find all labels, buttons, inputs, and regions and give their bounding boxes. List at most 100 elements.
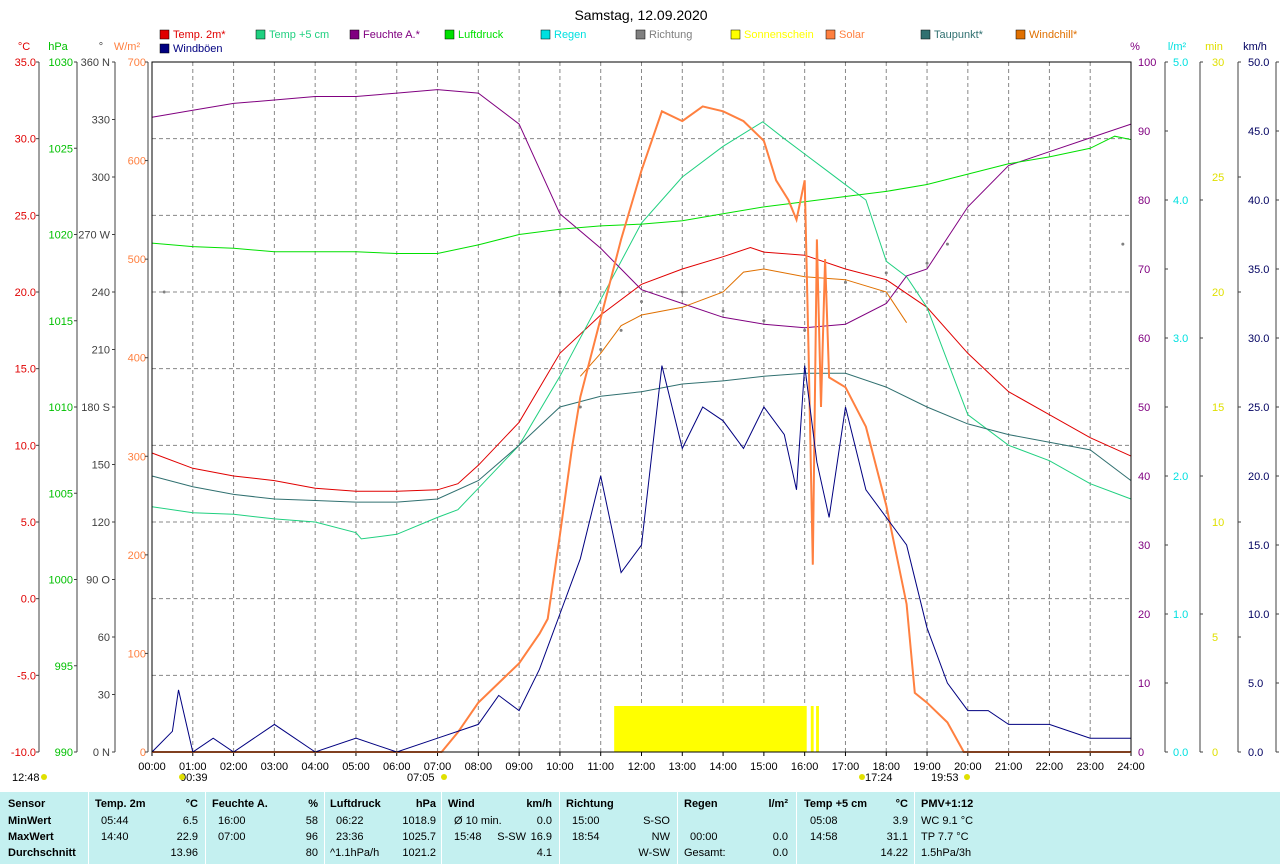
stats-cell: 00:00 [690,831,718,843]
legend-swatch [159,29,170,40]
stats-header-dir: Richtung [566,798,614,810]
stats-cell: 6.5 [182,815,198,827]
legend-swatch [920,29,931,40]
y-tick-label: 10.0 [1248,609,1269,621]
direction-point [640,300,643,304]
stats-cell: S-SW [497,831,526,843]
y-axis-unit: % [1130,41,1140,53]
stats-cell: 15:48 [454,831,482,843]
sun-icon [441,774,447,780]
y-tick-label: 10.0 [15,440,36,452]
stats-row-label: MinWert [8,815,52,827]
x-tick-label: 08:00 [465,761,493,773]
stats-header-temp2m-unit: °C [185,798,198,810]
y-tick-label: 270 W [78,230,110,242]
y-axis-unit: °C [18,41,30,53]
y-tick-label: 5 [1212,632,1218,644]
y-tick-label: 15 [1212,402,1224,414]
y-tick-label: 30.0 [1248,333,1269,345]
y-tick-label: 45.0 [1248,126,1269,138]
legend-label: Windchill* [1029,29,1078,41]
stats-cell: Ø 10 min. [454,815,502,827]
legend-swatch [825,29,836,40]
y-tick-label: 100 [128,648,146,660]
stats-header-pmv: PMV+1:12 [921,798,974,810]
x-tick-label: 17:00 [832,761,860,773]
x-tick-label: 13:00 [669,761,697,773]
x-tick-label: 12:00 [628,761,656,773]
y-tick-label: 50 [1138,402,1150,414]
x-tick-label: 18:00 [872,761,900,773]
stats-cell: 1.5hPa/3h [921,847,972,859]
y-tick-label: 330 [92,115,110,127]
grid [152,62,1131,752]
legend-label: Temp. 2m* [173,29,226,41]
legend-label: Richtung [649,29,692,41]
y-tick-label: 300 [128,451,146,463]
y-tick-label: 0 [140,747,146,759]
series-line-windchill [579,268,908,377]
stats-separator [796,792,797,864]
y-tick-label: 0.0 [1173,747,1188,759]
y-tick-label: 0.0 [1248,747,1263,759]
y-tick-label: 360 N [81,57,110,69]
y-tick-label: 1.0 [1173,609,1188,621]
x-tick-label: 10:00 [546,761,574,773]
y-tick-label: 150 [92,460,110,472]
y-tick-label: 1005 [49,488,73,500]
direction-point [680,290,684,294]
y-axis-unit: hPa [48,41,68,53]
stats-cell: 1018.9 [402,815,436,827]
stats-cell: W-SW [638,847,670,859]
sunshine-bar [810,706,814,752]
stats-cell: 18:54 [572,831,600,843]
y-tick-label: 30.0 [15,134,36,146]
stats-cell: 16.9 [530,831,552,843]
y-tick-label: 3.0 [1173,333,1188,345]
time-marker-label: 12:48 [12,772,40,784]
x-tick-label: 15:00 [750,761,778,773]
plot-frame [151,61,1132,753]
y-tick-label: 90 [1138,126,1150,138]
y-tick-label: 30 [1212,57,1224,69]
x-tick-label: 04:00 [301,761,329,773]
chart-title: Samstag, 12.09.2020 [574,7,707,23]
legend-swatch [635,29,646,40]
stats-cell: 07:00 [218,831,246,843]
direction-point [162,290,166,294]
x-tick-label: 22:00 [1036,761,1064,773]
stats-cell: 05:08 [810,815,838,827]
sun-icon [859,774,865,780]
legend-swatch [1015,29,1026,40]
series-layer [151,89,1132,753]
legend-swatch [540,29,551,40]
x-tick-label: 03:00 [261,761,289,773]
legend-label: Temp +5 cm [269,29,329,41]
direction-point [762,319,766,323]
y-tick-label: 1025 [49,143,73,155]
sun-icon [41,774,47,780]
stats-cell: TP 7.7 °C [921,831,969,843]
stats-header-t5: Temp +5 cm [804,798,868,810]
time-marker-label: 07:05 [407,772,435,784]
y-tick-label: 10 [1212,517,1224,529]
y-tick-label: 400 [128,353,146,365]
y-tick-label: 20 [1212,287,1224,299]
sunshine-bar [816,706,819,752]
x-tick-label: 20:00 [954,761,982,773]
stats-header-hum: Feuchte A. [212,798,268,810]
legend-swatch [730,29,741,40]
stats-header-wind-unit: km/h [526,798,552,810]
stats-header-rain-unit: l/m² [768,798,788,810]
x-tick-label: 07:00 [424,761,452,773]
y-tick-label: 20.0 [15,287,36,299]
stats-cell: 14:40 [101,831,129,843]
stats-cell: 14.22 [880,847,908,859]
stats-header-t5-unit: °C [895,798,908,810]
y-tick-label: 200 [128,550,146,562]
stats-cell: 22.9 [176,831,198,843]
y-tick-label: 25.0 [15,210,36,222]
y-tick-label: 15.0 [1248,540,1269,552]
sun-icon [179,774,185,780]
legend-swatch [444,29,455,40]
